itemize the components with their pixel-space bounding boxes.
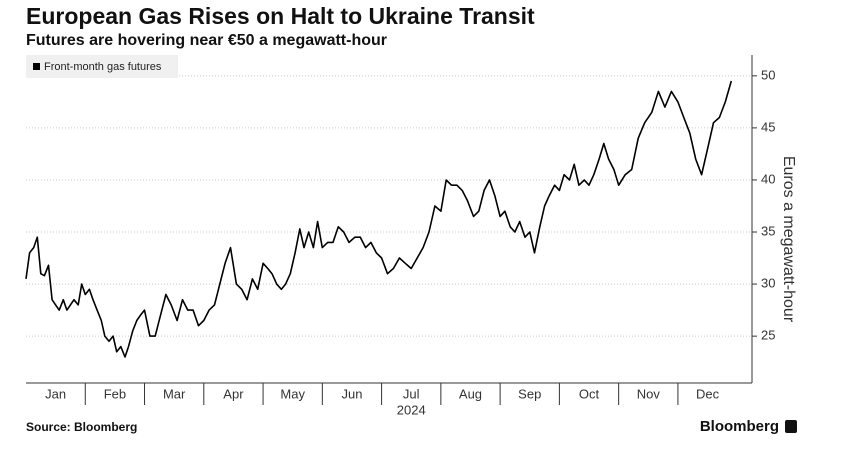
y-tick-label: 30 bbox=[761, 276, 775, 291]
x-tick-label: Sep bbox=[518, 386, 541, 401]
x-tick-label: Jun bbox=[341, 386, 362, 401]
x-tick-label: Jul bbox=[403, 386, 420, 401]
y-tick-label: 35 bbox=[761, 223, 775, 238]
y-tick-label: 50 bbox=[761, 67, 775, 82]
y-tick-label: 25 bbox=[761, 328, 775, 343]
x-axis-label: 2024 bbox=[397, 402, 426, 417]
x-tick-label: May bbox=[280, 386, 305, 401]
x-tick-label: Apr bbox=[223, 386, 244, 401]
x-tick-label: Nov bbox=[637, 386, 661, 401]
legend-label: Front-month gas futures bbox=[44, 61, 162, 73]
y-axis-label: Euros a megawatt-hour bbox=[780, 156, 797, 323]
brand: Bloomberg bbox=[700, 418, 779, 435]
brand-icon bbox=[785, 420, 797, 433]
x-tick-label: Dec bbox=[696, 386, 720, 401]
chart-title: European Gas Rises on Halt to Ukraine Tr… bbox=[26, 3, 535, 29]
y-tick-label: 40 bbox=[761, 171, 775, 186]
line bbox=[25, 80, 733, 358]
legend-swatch bbox=[33, 63, 40, 70]
x-tick-label: Jan bbox=[45, 386, 66, 401]
chart-subtitle: Futures are hovering near €50 a megawatt… bbox=[26, 32, 387, 49]
x-tick-label: Aug bbox=[459, 386, 482, 401]
x-tick-label: Oct bbox=[579, 386, 600, 401]
x-tick-label: Mar bbox=[163, 386, 186, 401]
legend-box bbox=[26, 55, 178, 78]
source: Source: Bloomberg bbox=[26, 420, 137, 434]
y-tick-label: 45 bbox=[761, 119, 775, 134]
x-tick-label: Feb bbox=[104, 386, 126, 401]
